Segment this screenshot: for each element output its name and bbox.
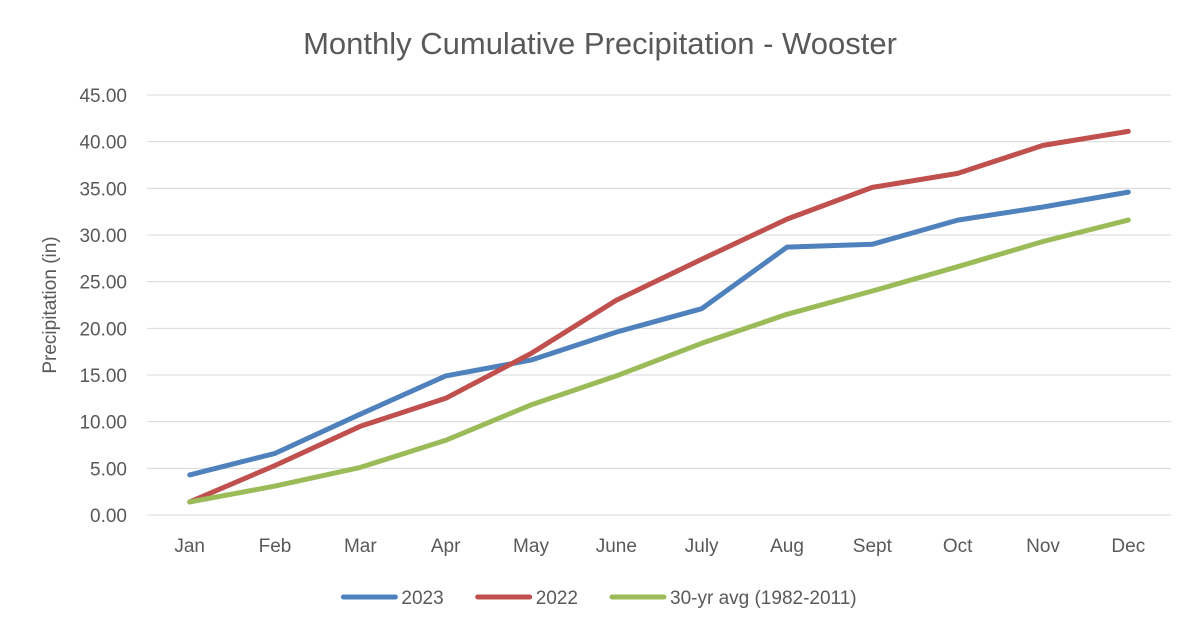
x-tick-label: May [513,536,549,557]
y-axis-label: Precipitation (in) [40,236,61,373]
y-tick-label: 20.00 [79,319,127,340]
series-lines [187,128,1131,505]
legend-item: 2023 [340,588,444,609]
x-tick-label: June [596,536,637,557]
y-tick-label: 5.00 [90,459,127,480]
legend-label: 2022 [536,588,578,609]
chart-title: Monthly Cumulative Precipitation - Woost… [303,26,897,61]
series-line [187,128,1131,505]
x-tick-label: Mar [344,536,377,557]
x-tick-label: Dec [1111,536,1145,557]
series-line [187,189,1131,478]
legend-item: 2022 [475,588,578,609]
x-tick-label: July [685,536,719,557]
y-tick-label: 0.00 [90,506,127,527]
legend: 2023 2022 30-yr avg (1982-2011) [340,588,857,609]
x-tick-label: Aug [770,536,804,557]
y-tick-label: 45.00 [79,86,127,107]
x-tick-label: Jan [174,536,205,557]
legend-label: 2023 [401,588,443,609]
legend-label: 30-yr avg (1982-2011) [670,588,857,609]
legend-item: 30-yr avg (1982-2011) [609,588,857,609]
x-axis-ticks: Jan Feb Mar Apr May June July Aug Sept Oct Nov Dec [174,536,1145,557]
x-tick-label: Sept [853,536,893,557]
x-tick-label: Oct [943,536,973,557]
y-tick-label: 25.00 [79,273,127,294]
y-tick-label: 35.00 [79,179,127,200]
x-tick-label: Apr [431,536,461,557]
x-tick-label: Nov [1026,536,1060,557]
series-line [187,217,1131,505]
y-tick-label: 40.00 [79,133,127,154]
y-axis-ticks: 0.00 5.00 10.00 15.00 20.00 25.00 30.00 35.00 40… [79,86,127,527]
x-tick-label: Feb [259,536,292,557]
y-tick-label: 30.00 [79,226,127,247]
y-tick-label: 15.00 [79,366,127,387]
y-tick-label: 10.00 [79,413,127,434]
